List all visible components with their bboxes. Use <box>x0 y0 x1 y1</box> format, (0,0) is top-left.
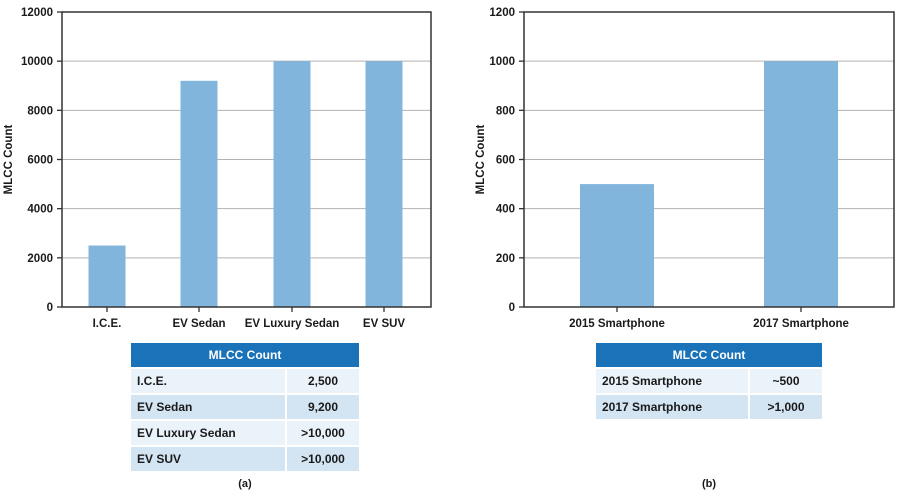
x-tick-label: EV Luxury Sedan <box>245 318 340 330</box>
table-row: 2015 Smartphone ~500 <box>596 367 822 393</box>
table-cell-label: 2015 Smartphone <box>596 367 748 393</box>
table-cell-label: EV SUV <box>131 445 285 471</box>
y-tick-label: 2000 <box>27 253 53 265</box>
table-row: I.C.E. 2,500 <box>131 367 359 393</box>
bar <box>88 245 126 307</box>
plot-frame <box>523 11 895 308</box>
table-cell-value: 2,500 <box>285 367 359 393</box>
bar <box>273 61 311 307</box>
x-tick-label: EV SUV <box>363 318 406 330</box>
table-cell-value: >10,000 <box>285 445 359 471</box>
table-cell-label: 2017 Smartphone <box>596 393 748 419</box>
y-tick-label: 6000 <box>27 155 53 167</box>
plot-frame <box>61 11 432 308</box>
y-tick-label: 0 <box>47 302 53 314</box>
y-tick-label: 12000 <box>21 7 53 19</box>
table-cell-value: 9,200 <box>285 393 359 419</box>
table-cell-label: I.C.E. <box>131 367 285 393</box>
y-tick-label: 10000 <box>21 56 53 68</box>
x-tick-label: EV Sedan <box>172 318 225 330</box>
y-tick-label: 4000 <box>27 204 53 216</box>
table-row: 2017 Smartphone >1,000 <box>596 393 822 419</box>
x-tick-label: 2017 Smartphone <box>753 318 849 330</box>
table-a-header: MLCC Count <box>131 343 359 367</box>
table-row: EV Sedan 9,200 <box>131 393 359 419</box>
bar <box>180 80 218 307</box>
y-tick-label: 600 <box>496 155 515 167</box>
mlcc-table-a: MLCC Count I.C.E. 2,500 EV Sedan 9,200 E… <box>131 343 359 471</box>
y-tick-label: 400 <box>496 204 515 216</box>
table-cell-value: >10,000 <box>285 419 359 445</box>
bar <box>764 61 838 307</box>
y-tick-label: 1000 <box>489 56 515 68</box>
x-tick-label: 2015 Smartphone <box>569 318 665 330</box>
bar <box>580 184 654 307</box>
y-tick-label: 800 <box>496 105 515 117</box>
mlcc-table-b: MLCC Count 2015 Smartphone ~500 2017 Sma… <box>596 343 822 419</box>
x-tick-label: I.C.E. <box>93 318 122 330</box>
table-cell-value: >1,000 <box>748 393 822 419</box>
bar <box>365 61 403 307</box>
y-axis-title: MLCC Count <box>475 125 487 195</box>
caption-b: (b) <box>701 478 717 490</box>
table-cell-label: EV Luxury Sedan <box>131 419 285 445</box>
caption-a: (a) <box>238 478 252 490</box>
y-tick-label: 8000 <box>27 105 53 117</box>
table-cell-label: EV Sedan <box>131 393 285 419</box>
table-b-header: MLCC Count <box>596 343 822 367</box>
table-row: EV SUV >10,000 <box>131 445 359 471</box>
y-axis-title: MLCC Count <box>3 125 15 195</box>
table-cell-value: ~500 <box>748 367 822 393</box>
y-tick-label: 1200 <box>489 7 515 19</box>
table-row: EV Luxury Sedan >10,000 <box>131 419 359 445</box>
y-tick-label: 0 <box>509 302 515 314</box>
y-tick-label: 200 <box>496 253 515 265</box>
